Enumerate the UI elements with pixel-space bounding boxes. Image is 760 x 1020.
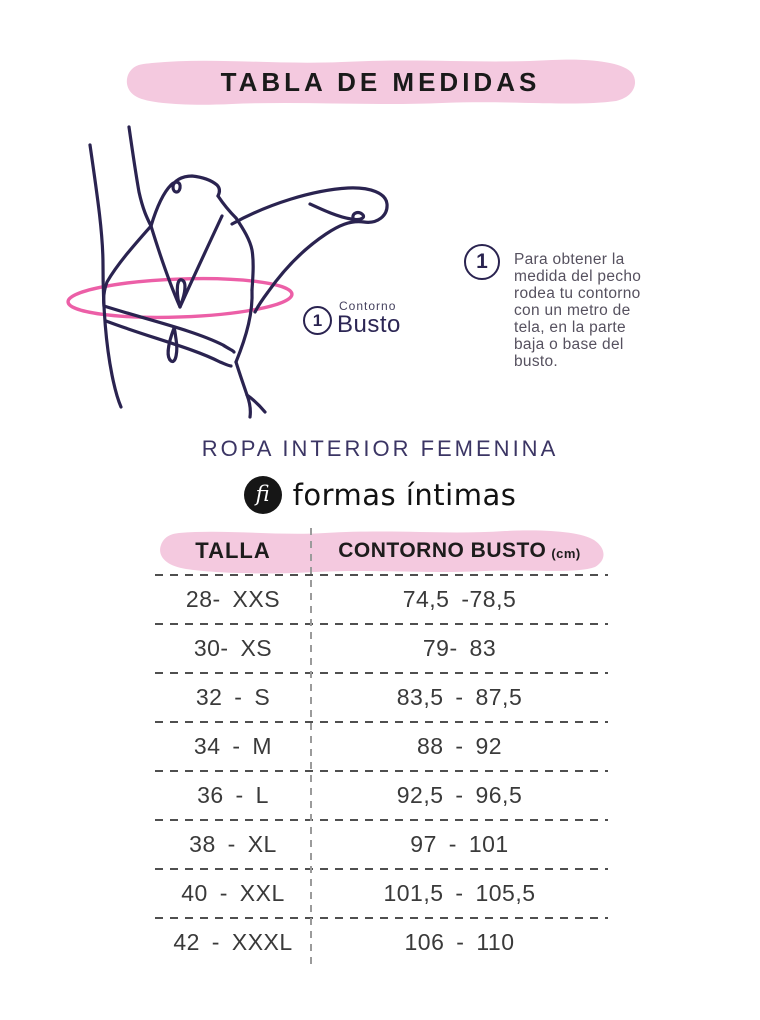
size-cell: 38 - XL xyxy=(189,831,277,857)
measurement-instructions: Para obtener la medida del pecho rodea t… xyxy=(514,251,642,370)
column-header-contorno-busto-label: CONTORNO BUSTO xyxy=(338,539,547,562)
table-body: 28- XXS 74,5 -78,5 30- XS 79- 83 32 - S … xyxy=(155,574,608,966)
column-header-unit: (cm) xyxy=(551,546,581,561)
column-header-contorno-busto: CONTORNO BUSTO (cm) xyxy=(311,528,608,574)
table-row: 34 - M 88 - 92 xyxy=(155,721,608,770)
bust-range-cell: 79- 83 xyxy=(422,635,497,661)
table-header: TALLA CONTORNO BUSTO (cm) xyxy=(155,528,608,574)
column-header-talla: TALLA xyxy=(195,538,271,563)
page-title: TABLA DE MEDIDAS xyxy=(220,66,541,97)
bust-measurement-illustration xyxy=(66,125,389,419)
row-divider-line xyxy=(155,770,608,772)
table-column-divider xyxy=(310,528,312,966)
bust-range-cell: 74,5 -78,5 xyxy=(402,586,517,612)
brand-logo-icon: fi xyxy=(243,476,282,514)
row-divider-line xyxy=(155,574,608,576)
title-blob-shape xyxy=(126,59,636,105)
bust-range-cell: 106 - 110 xyxy=(404,929,515,955)
bust-range-cell: 83,5 - 87,5 xyxy=(396,684,523,710)
size-cell: 30- XS xyxy=(193,635,273,661)
table-row: 38 - XL 97 - 101 xyxy=(155,819,608,868)
size-cell: 40 - XXL xyxy=(181,880,285,906)
bust-range-cell: 101,5 - 105,5 xyxy=(383,880,536,906)
table-row: 32 - S 83,5 - 87,5 xyxy=(155,672,608,721)
row-divider-line xyxy=(155,819,608,821)
row-divider-line xyxy=(155,721,608,723)
bust-range-cell: 88 - 92 xyxy=(416,733,503,759)
bust-label-number: 1 xyxy=(312,310,323,330)
category-heading: ROPA INTERIOR FEMENINA xyxy=(201,436,559,461)
bust-label-big: Busto xyxy=(337,311,401,338)
brand-lockup: fi formas íntimas xyxy=(0,474,760,516)
row-divider-line xyxy=(155,672,608,674)
bust-range-cell: 97 - 101 xyxy=(410,831,509,857)
size-cell: 36 - L xyxy=(197,782,269,808)
brand-name: formas íntimas xyxy=(292,478,517,512)
row-divider-line xyxy=(155,623,608,625)
table-header-blob-shape xyxy=(160,530,604,574)
table-row: 36 - L 92,5 - 96,5 xyxy=(155,770,608,819)
size-cell: 42 - XXXL xyxy=(173,929,293,955)
size-cell: 32 - S xyxy=(195,684,271,710)
bust-range-cell: 92,5 - 96,5 xyxy=(396,782,523,808)
row-divider-line xyxy=(155,917,608,919)
row-divider-line xyxy=(155,868,608,870)
bust-label-small: Contorno xyxy=(339,299,397,313)
table-row: 30- XS 79- 83 xyxy=(155,623,608,672)
size-table: TALLA CONTORNO BUSTO (cm) 28- XXS 74,5 -… xyxy=(155,528,608,966)
table-row: 40 - XXL 101,5 - 105,5 xyxy=(155,868,608,917)
size-cell: 34 - M xyxy=(193,733,273,759)
size-cell: 28- XXS xyxy=(185,586,281,612)
step-number: 1 xyxy=(476,250,488,273)
table-row: 42 - XXXL 106 - 110 xyxy=(155,917,608,966)
body-line-art xyxy=(88,125,389,419)
bust-label-number-badge: 1 xyxy=(303,306,332,335)
step-number-badge: 1 xyxy=(464,244,500,280)
table-row: 28- XXS 74,5 -78,5 xyxy=(155,574,608,623)
